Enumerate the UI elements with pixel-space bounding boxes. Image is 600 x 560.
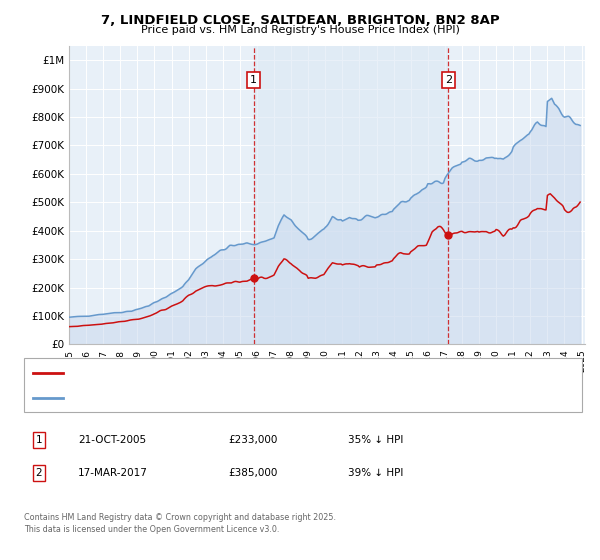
Text: This data is licensed under the Open Government Licence v3.0.: This data is licensed under the Open Gov… xyxy=(24,525,280,534)
Text: 2: 2 xyxy=(445,75,452,85)
Text: 21-OCT-2005: 21-OCT-2005 xyxy=(78,435,146,445)
Text: 2: 2 xyxy=(35,468,43,478)
Text: 17-MAR-2017: 17-MAR-2017 xyxy=(78,468,148,478)
Text: HPI: Average price, detached house, Brighton and Hove: HPI: Average price, detached house, Brig… xyxy=(69,393,341,403)
Text: 7, LINDFIELD CLOSE, SALTDEAN, BRIGHTON, BN2 8AP: 7, LINDFIELD CLOSE, SALTDEAN, BRIGHTON, … xyxy=(101,14,499,27)
Text: 35% ↓ HPI: 35% ↓ HPI xyxy=(348,435,403,445)
Text: 7, LINDFIELD CLOSE, SALTDEAN, BRIGHTON, BN2 8AP (detached house): 7, LINDFIELD CLOSE, SALTDEAN, BRIGHTON, … xyxy=(69,368,421,379)
Bar xyxy=(254,46,448,344)
Text: £233,000: £233,000 xyxy=(228,435,277,445)
Text: 1: 1 xyxy=(35,435,43,445)
Text: Contains HM Land Registry data © Crown copyright and database right 2025.: Contains HM Land Registry data © Crown c… xyxy=(24,514,336,522)
Text: Price paid vs. HM Land Registry's House Price Index (HPI): Price paid vs. HM Land Registry's House … xyxy=(140,25,460,35)
Text: 39% ↓ HPI: 39% ↓ HPI xyxy=(348,468,403,478)
Text: £385,000: £385,000 xyxy=(228,468,277,478)
Text: 1: 1 xyxy=(250,75,257,85)
